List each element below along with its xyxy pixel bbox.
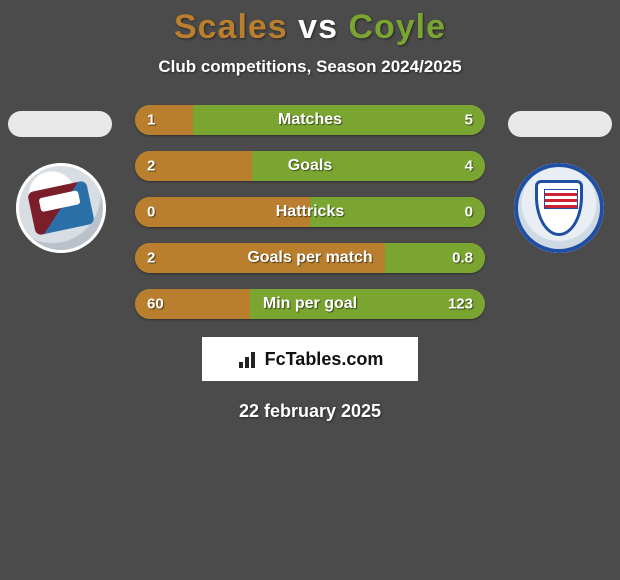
player2-club-badge — [514, 163, 604, 253]
player2-pill — [508, 111, 612, 137]
vs-text: vs — [298, 8, 338, 46]
stat-right-value: 0 — [465, 204, 473, 221]
stat-bar: 0Hattricks0 — [135, 197, 485, 227]
player1-name: Scales — [174, 8, 288, 46]
date-text: 22 february 2025 — [0, 401, 620, 422]
page-title: Scales vs Coyle — [0, 0, 620, 47]
player1-club-badge — [16, 163, 106, 253]
stat-label: Goals — [135, 157, 485, 175]
stat-label: Goals per match — [135, 249, 485, 267]
stat-label: Min per goal — [135, 295, 485, 313]
comparison-stage: 1Matches5 2Goals4 0Hattricks0 2Goals per ma… — [0, 105, 620, 319]
badge-graphic — [535, 180, 583, 236]
subtitle: Club competitions, Season 2024/2025 — [0, 57, 620, 77]
stat-label: Hattricks — [135, 203, 485, 221]
stat-bar: 1Matches5 — [135, 105, 485, 135]
stat-bar: 2Goals4 — [135, 151, 485, 181]
badge-graphic — [27, 180, 95, 236]
stat-right-value: 5 — [465, 112, 473, 129]
player2-name: Coyle — [348, 8, 446, 46]
player1-pill — [8, 111, 112, 137]
stat-bars: 1Matches5 2Goals4 0Hattricks0 2Goals per ma… — [135, 105, 485, 319]
stat-right-value: 0.8 — [452, 250, 473, 267]
brand-text: FcTables.com — [265, 349, 384, 370]
stat-bar: 2Goals per match0.8 — [135, 243, 485, 273]
stat-right-value: 123 — [448, 296, 473, 313]
brand-box: FcTables.com — [202, 337, 418, 381]
stat-label: Matches — [135, 111, 485, 129]
stat-right-value: 4 — [465, 158, 473, 175]
stat-bar: 60Min per goal123 — [135, 289, 485, 319]
brand-logo-icon — [237, 350, 259, 368]
